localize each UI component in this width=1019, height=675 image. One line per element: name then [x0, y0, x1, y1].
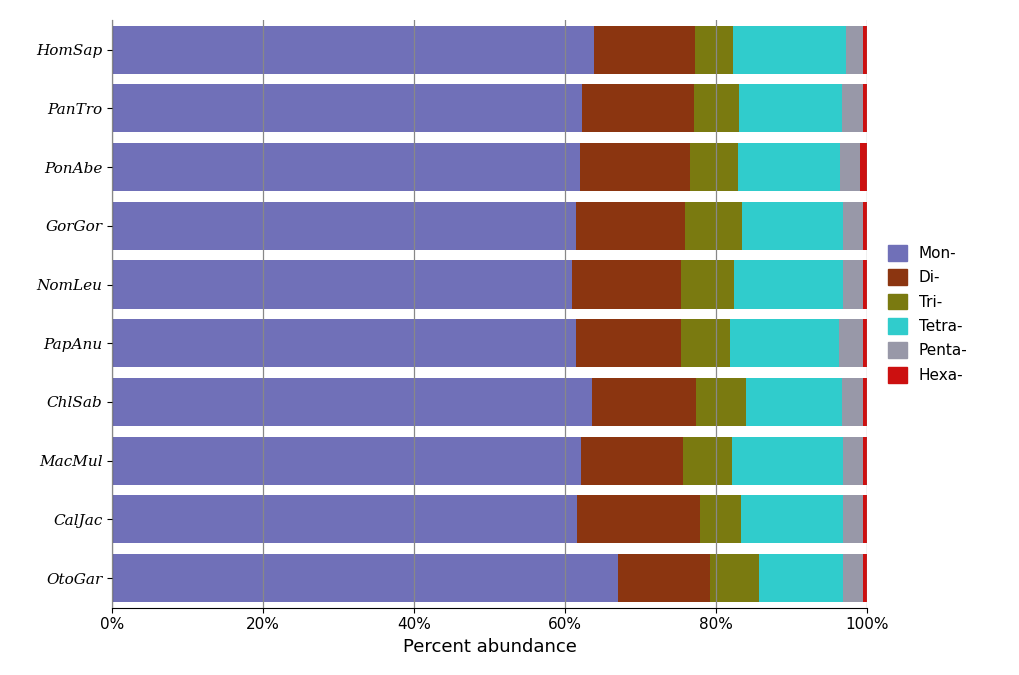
Bar	[689, 143, 738, 191]
Bar	[842, 84, 862, 132]
Bar	[685, 202, 741, 250]
Bar	[862, 554, 866, 602]
Bar	[862, 437, 866, 485]
Bar	[842, 202, 862, 250]
Bar	[581, 437, 683, 485]
Bar	[738, 143, 840, 191]
Bar	[842, 495, 862, 543]
Bar	[112, 378, 591, 426]
Bar	[576, 319, 681, 367]
Bar	[862, 495, 866, 543]
Bar	[709, 554, 758, 602]
Bar	[838, 319, 862, 367]
Bar	[862, 26, 866, 74]
Bar	[112, 26, 594, 74]
Bar	[681, 319, 729, 367]
Bar	[862, 378, 866, 426]
Bar	[841, 378, 862, 426]
Bar	[577, 495, 699, 543]
Bar	[618, 554, 709, 602]
Bar	[733, 261, 842, 308]
Bar	[112, 84, 582, 132]
Bar	[112, 261, 572, 308]
Bar	[741, 202, 842, 250]
Bar	[582, 84, 693, 132]
Bar	[112, 143, 580, 191]
Bar	[862, 261, 866, 308]
Bar	[732, 437, 842, 485]
Bar	[694, 26, 732, 74]
Bar	[842, 554, 862, 602]
Bar	[112, 202, 576, 250]
Bar	[842, 437, 862, 485]
X-axis label: Percent abundance: Percent abundance	[403, 638, 576, 656]
Bar	[842, 261, 862, 308]
Bar	[112, 495, 577, 543]
Bar	[758, 554, 842, 602]
Bar	[591, 378, 695, 426]
Bar	[740, 495, 842, 543]
Bar	[732, 26, 845, 74]
Bar	[699, 495, 740, 543]
Bar	[681, 261, 733, 308]
Bar	[840, 143, 860, 191]
Bar	[594, 26, 694, 74]
Bar	[576, 202, 685, 250]
Bar	[845, 26, 862, 74]
Bar	[580, 143, 689, 191]
Bar	[745, 378, 841, 426]
Legend: Mon-, Di-, Tri-, Tetra-, Penta-, Hexa-: Mon-, Di-, Tri-, Tetra-, Penta-, Hexa-	[881, 239, 973, 389]
Bar	[112, 554, 618, 602]
Bar	[729, 319, 838, 367]
Bar	[862, 202, 866, 250]
Bar	[860, 143, 866, 191]
Bar	[112, 319, 576, 367]
Bar	[572, 261, 681, 308]
Bar	[112, 437, 581, 485]
Bar	[695, 378, 745, 426]
Bar	[693, 84, 739, 132]
Bar	[862, 319, 866, 367]
Bar	[683, 437, 732, 485]
Bar	[862, 84, 866, 132]
Bar	[739, 84, 842, 132]
